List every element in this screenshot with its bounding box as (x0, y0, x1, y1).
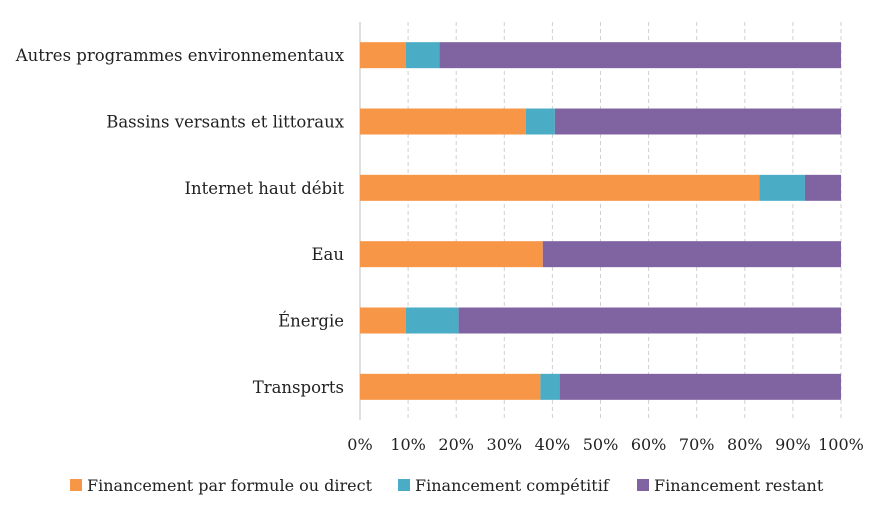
category-label: Bassins versants et littoraux (106, 113, 345, 132)
x-tick-label: 0% (347, 435, 372, 454)
bar-segment (525, 108, 555, 135)
gridlines (359, 22, 842, 420)
category-label: Transports (253, 378, 344, 397)
bar-segment (559, 373, 841, 400)
bar-segment (360, 42, 406, 69)
bar-segment (804, 174, 841, 201)
category-labels: Autres programmes environnementaux Bassin… (15, 46, 345, 397)
x-tick-labels: 0% 10% 20% 30% 40% 50% 60% 70% 80% 90% 100% (347, 435, 864, 454)
bar-segment (458, 307, 841, 334)
bar-segment (405, 307, 459, 334)
legend-label: Financement compétitif (415, 476, 610, 495)
x-tick-label: 70% (679, 435, 715, 454)
bar-segment (554, 108, 841, 135)
bar-segment (405, 42, 440, 69)
category-label: Énergie (278, 311, 344, 331)
legend-swatch (637, 479, 649, 491)
x-tick-label: 20% (438, 435, 474, 454)
bar-segment (439, 42, 841, 69)
bar-segment (360, 174, 760, 201)
legend-swatch (398, 479, 410, 491)
bar-segment (540, 373, 560, 400)
x-tick-label: 40% (535, 435, 571, 454)
x-tick-label: 90% (775, 435, 811, 454)
legend-swatch (70, 479, 82, 491)
x-tick-label: 10% (390, 435, 426, 454)
bar-segment (360, 108, 526, 135)
bar-segment (360, 373, 541, 400)
category-label: Eau (311, 245, 344, 264)
bar-segment (542, 241, 841, 268)
legend: Financement par formule ou direct Finance… (70, 476, 824, 495)
bars (360, 42, 841, 400)
bar-segment (360, 241, 543, 268)
category-label: Internet haut débit (185, 179, 345, 198)
legend-label: Financement restant (654, 476, 824, 495)
x-tick-label: 60% (631, 435, 667, 454)
bar-segment (360, 307, 406, 334)
legend-label: Financement par formule ou direct (87, 476, 373, 495)
x-tick-label: 30% (487, 435, 523, 454)
x-tick-label: 50% (583, 435, 619, 454)
x-tick-label: 100% (818, 435, 864, 454)
x-tick-label: 80% (727, 435, 763, 454)
bar-segment (759, 174, 805, 201)
category-label: Autres programmes environnementaux (15, 46, 345, 65)
